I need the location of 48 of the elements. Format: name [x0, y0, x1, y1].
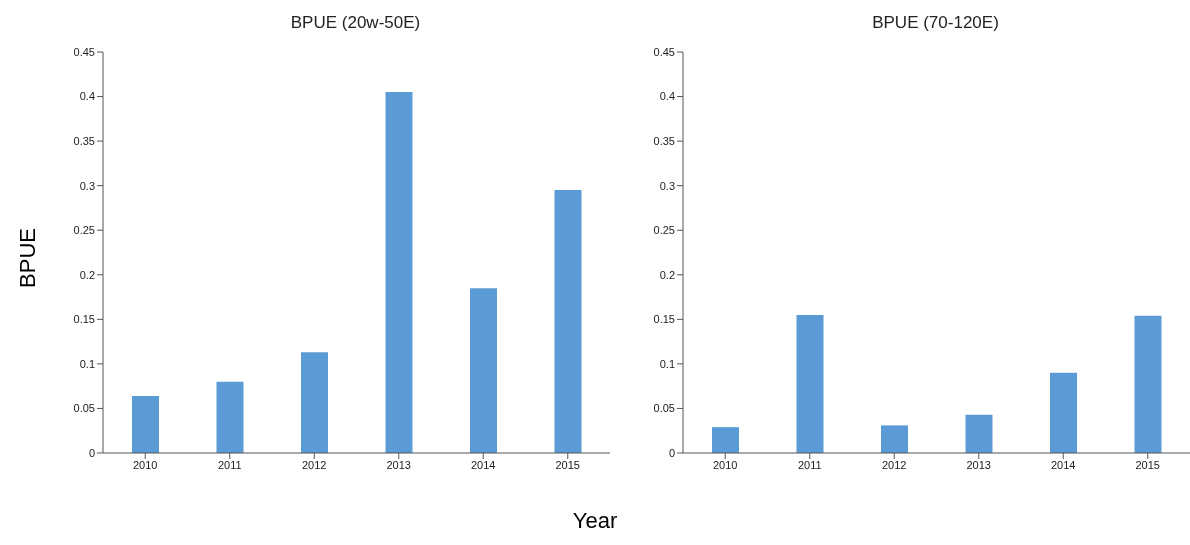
bar	[1050, 372, 1077, 453]
y-tick-label: 0.05	[73, 402, 95, 415]
y-tick-label: 0.15	[653, 313, 675, 326]
bar	[385, 92, 413, 453]
bar	[132, 395, 159, 453]
bar	[470, 288, 497, 453]
bar	[881, 425, 908, 453]
y-tick-label: 0.35	[653, 135, 675, 148]
x-tick-label: 2014	[471, 458, 496, 471]
y-tick-label: 0	[668, 446, 675, 459]
y-tick-label: 0.3	[659, 179, 675, 192]
x-tick-label: 2013	[386, 458, 411, 471]
x-tick-label: 2014	[1051, 458, 1076, 471]
y-tick-label: 0.15	[73, 313, 95, 326]
x-tick-label: 2012	[882, 458, 907, 471]
y-tick-label: 0.1	[659, 357, 675, 370]
x-tick-label: 2011	[217, 458, 242, 471]
x-tick-label: 2012	[302, 458, 327, 471]
y-tick-label: 0.35	[73, 135, 95, 148]
bar	[554, 190, 582, 453]
y-tick-label: 0.2	[79, 268, 95, 281]
y-tick-label: 0.45	[653, 45, 675, 58]
y-tick-label: 0.25	[653, 224, 675, 237]
bar	[216, 381, 244, 453]
y-tick-label: 0.2	[659, 268, 675, 281]
x-tick-label: 2013	[966, 458, 991, 471]
x-tick-label: 2010	[133, 458, 158, 471]
y-tick-label: 0.45	[73, 45, 95, 58]
bar	[712, 427, 739, 453]
chart-title: BPUE (70-120E)	[871, 12, 1000, 34]
y-tick-label: 0.05	[653, 402, 675, 415]
x-axis-title: Year	[571, 508, 619, 534]
chart-title: BPUE (20w-50E)	[289, 12, 422, 34]
bar	[796, 314, 824, 453]
bar	[1134, 315, 1162, 453]
y-axis-title: BPUE	[15, 228, 41, 288]
x-tick-label: 2010	[713, 458, 738, 471]
x-tick-label: 2015	[1135, 458, 1160, 471]
y-tick-label: 0.25	[73, 224, 95, 237]
x-tick-label: 2011	[797, 458, 822, 471]
y-tick-label: 0.4	[79, 90, 95, 103]
bar	[965, 414, 993, 453]
x-tick-label: 2015	[555, 458, 580, 471]
y-tick-label: 0	[88, 446, 95, 459]
y-tick-label: 0.1	[79, 357, 95, 370]
y-tick-label: 0.4	[659, 90, 675, 103]
bar	[301, 352, 328, 453]
y-tick-label: 0.3	[79, 179, 95, 192]
